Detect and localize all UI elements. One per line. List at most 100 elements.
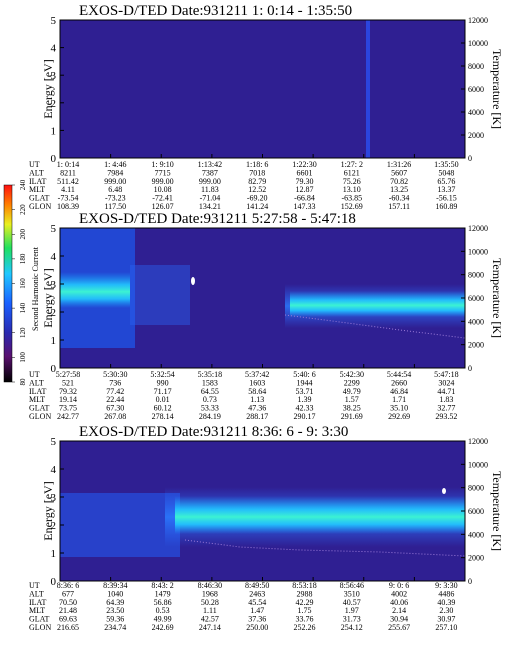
table-cell: 7387: [202, 168, 218, 177]
table-cell: 53.71: [296, 387, 314, 396]
table-cell: 288.17: [246, 412, 268, 421]
table-cell: -60.34: [389, 194, 410, 203]
table-cell: 7715: [155, 168, 171, 177]
table-cell: 1: 9:10: [151, 160, 173, 169]
table-cell: 1:27: 2: [341, 160, 363, 169]
table-cell: 8:36: 6: [57, 581, 79, 590]
colorbar-label: Second Harmonic Current: [31, 246, 40, 331]
table-cell: 23.50: [106, 606, 124, 615]
table-cell: 2988: [297, 589, 313, 598]
table-cell: 42.57: [201, 615, 219, 624]
panel-2-title: EXOS-D/TED Date:931211 5:27:58 - 5:47:18: [79, 211, 356, 227]
panel-3-y-label: Energy [eV]: [41, 481, 55, 540]
table-cell: 6121: [344, 168, 360, 177]
panel-3-band: [175, 496, 465, 534]
table-cell: 1:13:42: [198, 160, 222, 169]
table-cell: 6601: [297, 168, 313, 177]
table-cell: 284.19: [199, 412, 221, 421]
panel-1-vertical-stripe: [366, 20, 370, 158]
table-cell: 1040: [107, 589, 123, 598]
table-cell: 13.25: [390, 185, 408, 194]
table-cell: 4486: [438, 589, 454, 598]
left-tick-label: 2: [51, 307, 57, 319]
panel-3-spot: [442, 488, 446, 494]
table-cell: 8:43: 2: [151, 581, 173, 590]
right-tick-label: 10000: [468, 39, 488, 48]
left-tick-label: 5: [51, 436, 57, 448]
left-tick-label: 2: [51, 98, 57, 110]
right-tick-label: 12000: [468, 16, 488, 25]
table-row-label: MLT: [29, 185, 45, 194]
table-cell: 1:18: 6: [246, 160, 268, 169]
table-row-label: MLT: [29, 395, 45, 404]
table-cell: 30.94: [390, 615, 408, 624]
table-cell: 250.00: [246, 623, 268, 632]
table-cell: 1583: [202, 378, 218, 387]
table-cell: 56.86: [154, 598, 172, 607]
table-cell: 1.47: [250, 606, 264, 615]
table-cell: 9: 3:30: [435, 581, 457, 590]
table-cell: 1: 4:46: [104, 160, 126, 169]
table-cell: 1.97: [345, 606, 359, 615]
left-tick-label: 4: [51, 251, 57, 263]
table-row-label: UT: [29, 581, 40, 590]
table-cell: 67.30: [106, 404, 124, 413]
panel-1: EXOS-D/TED Date:931211 1: 0:14 - 1:35:50…: [29, 3, 504, 211]
table-cell: 292.69: [388, 412, 410, 421]
table-row-label: ILAT: [29, 177, 46, 186]
table-cell: 999.00: [152, 177, 174, 186]
table-cell: 19.14: [59, 395, 77, 404]
panel-1-right-ticks: 0 2000 4000 6000 8000 10000 12000: [461, 16, 488, 163]
left-tick-label: 4: [51, 464, 57, 476]
table-cell: 141.24: [246, 202, 268, 211]
colorbar-tick-label: 100: [19, 352, 27, 363]
table-cell: 1.71: [392, 395, 406, 404]
right-tick-label: 10000: [468, 460, 488, 469]
panel-3-temperature-trace: [184, 539, 466, 557]
table-cell: 1:22:30: [292, 160, 316, 169]
table-cell: 4.11: [61, 185, 75, 194]
table-cell: 49.79: [343, 387, 361, 396]
table-cell: 1.83: [439, 395, 453, 404]
table-row-label: GLON: [29, 623, 51, 632]
colorbar: 80 100 120 140 160 180 200 220 240 Second Harmon…: [3, 179, 40, 386]
table-cell: 0.73: [203, 395, 217, 404]
panel-2-band: [290, 291, 465, 317]
table-cell: 38.25: [343, 404, 361, 413]
table-cell: 22.44: [106, 395, 124, 404]
table-cell: 40.39: [437, 598, 455, 607]
table-cell: 147.33: [294, 202, 316, 211]
table-cell: 117.50: [104, 202, 126, 211]
panel-3: EXOS-D/TED Date:931211 8:36: 6 - 9: 3:30…: [29, 424, 504, 632]
table-cell: 8211: [60, 168, 76, 177]
right-tick-label: 2000: [468, 554, 484, 563]
table-cell: 70.50: [59, 598, 77, 607]
left-tick-label: 1: [51, 125, 57, 137]
colorbar-tick-label: 220: [19, 204, 27, 215]
table-row-label: GLAT: [29, 194, 50, 203]
table-cell: 49.99: [154, 615, 172, 624]
table-cell: 242.77: [57, 412, 79, 421]
panel-2-spot: [191, 277, 195, 285]
right-tick-label: 8000: [468, 484, 484, 493]
table-row-label: ALT: [29, 378, 44, 387]
panel-2-mid-emission: [130, 265, 190, 325]
colorbar-tick-label: 200: [19, 229, 27, 240]
left-tick-label: 0: [51, 576, 57, 588]
panel-2-y-label: Energy [eV]: [41, 268, 55, 327]
table-cell: 252.26: [294, 623, 316, 632]
left-tick-label: 1: [51, 548, 57, 560]
table-cell: 47.36: [248, 404, 266, 413]
table-cell: 13.37: [437, 185, 455, 194]
panel-2-right-ticks: 0 2000 4000 6000 8000 10000 12000: [461, 224, 488, 373]
table-cell: 73.75: [59, 404, 77, 413]
table-cell: 1.13: [250, 395, 264, 404]
table-cell: 6.48: [108, 185, 122, 194]
right-tick-label: 6000: [468, 294, 484, 303]
table-cell: 8:53:18: [292, 581, 316, 590]
table-cell: 70.82: [390, 177, 408, 186]
left-tick-label: 3: [51, 492, 57, 504]
table-cell: 31.73: [343, 615, 361, 624]
table-cell: 12.52: [248, 185, 266, 194]
